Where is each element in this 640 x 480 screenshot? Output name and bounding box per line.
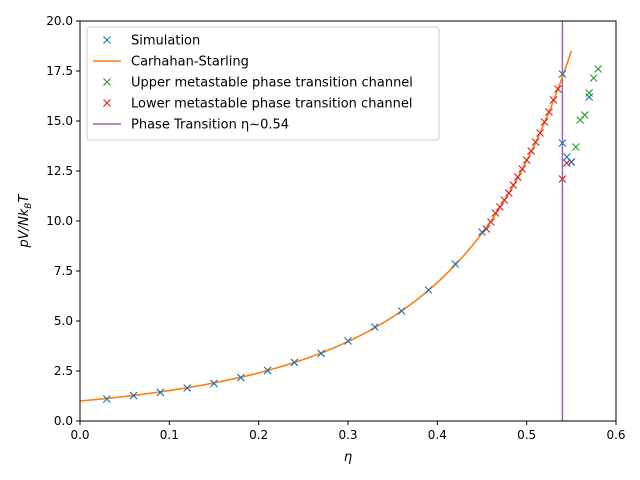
y-axis-label-main: pV/Nk xyxy=(17,208,32,248)
legend-marker xyxy=(103,36,111,44)
x-axis-label: η xyxy=(344,450,352,465)
y-tick-label: 7.5 xyxy=(54,264,73,278)
data-point xyxy=(344,337,352,345)
data-point xyxy=(102,395,111,403)
legend: Simulation Carhahan-Starling Upper metasta… xyxy=(86,26,440,141)
legend-entry-label: Phase Transition η∼0.54 xyxy=(131,118,289,133)
data-point xyxy=(487,218,495,226)
data-point xyxy=(183,384,192,392)
x-tick-label: 0.4 xyxy=(428,428,447,442)
y-tick-label: 17.5 xyxy=(46,64,73,78)
data-point xyxy=(594,65,603,73)
data-point xyxy=(491,209,500,217)
data-point xyxy=(554,85,562,93)
y-tick-label: 10.0 xyxy=(46,214,73,228)
x-axis: 0.0 0.1 0.2 0.3 0.4 0.5 0.6 xyxy=(70,421,626,442)
data-point xyxy=(580,111,589,119)
data-point xyxy=(397,307,406,315)
y-axis-label-tail: T xyxy=(17,193,32,202)
y-axis: 0.0 2.5 5.0 7.5 10.0 12.5 15.0 17.5 20.0 xyxy=(46,14,80,428)
legend-entry-label: Upper metastable phase transition channe… xyxy=(131,76,413,91)
legend-marker xyxy=(103,99,111,107)
data-point xyxy=(567,158,576,166)
x-tick-label: 0.2 xyxy=(249,428,268,442)
data-point xyxy=(549,96,558,104)
data-point xyxy=(558,175,567,183)
data-point xyxy=(589,74,598,82)
data-point xyxy=(518,165,527,173)
data-point xyxy=(540,118,549,126)
data-point xyxy=(522,156,531,164)
y-tick-label: 15.0 xyxy=(46,114,73,128)
legend-marker xyxy=(103,78,111,86)
y-tick-label: 0.0 xyxy=(54,414,73,428)
data-point xyxy=(545,108,553,116)
data-point xyxy=(451,260,460,268)
y-tick-label: 12.5 xyxy=(46,164,73,178)
data-point xyxy=(263,366,272,375)
data-point xyxy=(370,323,379,331)
data-point xyxy=(504,189,513,197)
y-axis-label-sub: B xyxy=(24,202,34,208)
data-point xyxy=(513,173,522,181)
data-point xyxy=(500,196,509,204)
data-point xyxy=(156,388,165,397)
data-point xyxy=(536,129,544,137)
data-point xyxy=(558,139,567,147)
data-point xyxy=(290,358,299,367)
data-point xyxy=(478,228,486,236)
data-point xyxy=(482,225,491,233)
data-point xyxy=(585,89,594,97)
data-point xyxy=(509,181,518,189)
data-point xyxy=(129,391,138,400)
y-tick-label: 5.0 xyxy=(54,314,73,328)
x-tick-label: 0.1 xyxy=(160,428,179,442)
data-point xyxy=(317,349,326,358)
data-point xyxy=(558,70,567,78)
y-tick-label: 2.5 xyxy=(54,364,73,378)
data-point xyxy=(527,147,536,155)
legend-entry-label: Lower metastable phase transition channe… xyxy=(131,97,413,112)
y-tick-label: 20.0 xyxy=(46,14,73,28)
x-tick-label: 0.3 xyxy=(338,428,357,442)
x-tick-label: 0.0 xyxy=(70,428,89,442)
data-point xyxy=(531,138,540,146)
data-point xyxy=(571,143,580,151)
data-point xyxy=(424,286,433,294)
legend-entry-label: Simulation xyxy=(131,34,200,49)
y-axis-label: pV/NkBT xyxy=(17,193,34,248)
data-point xyxy=(236,373,245,382)
x-tick-label: 0.6 xyxy=(606,428,625,442)
data-point xyxy=(210,379,218,388)
legend-box xyxy=(86,26,440,141)
data-point xyxy=(495,203,504,211)
x-tick-label: 0.5 xyxy=(517,428,536,442)
svg-text:pV/NkBT: pV/NkBT xyxy=(17,193,34,248)
legend-entry-label: Carhahan-Starling xyxy=(131,55,249,70)
marker-layer xyxy=(102,65,603,403)
